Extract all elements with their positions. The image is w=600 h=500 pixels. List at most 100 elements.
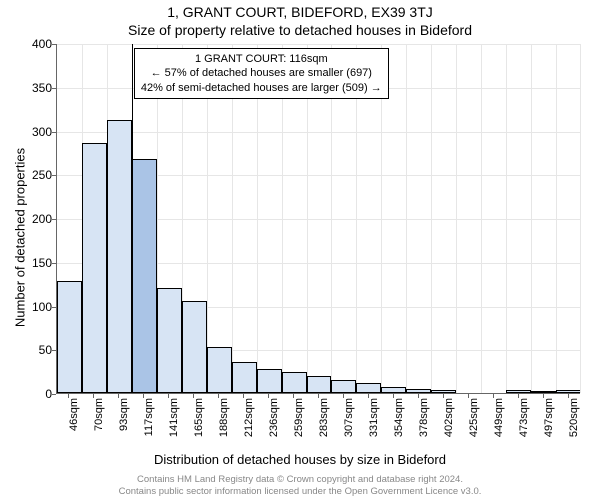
y-axis-label: Number of detached properties bbox=[13, 108, 28, 368]
x-tick-mark bbox=[543, 394, 544, 398]
x-tick-label: 165sqm bbox=[193, 398, 205, 448]
x-tick-mark bbox=[118, 394, 119, 398]
y-tick-mark bbox=[52, 350, 56, 351]
x-tick-label: 402sqm bbox=[443, 398, 455, 448]
x-tick-mark bbox=[243, 394, 244, 398]
x-tick-mark bbox=[193, 394, 194, 398]
histogram-bar bbox=[406, 389, 431, 393]
gridline-v bbox=[556, 44, 557, 393]
x-tick-label: 425sqm bbox=[468, 398, 480, 448]
y-tick-mark bbox=[52, 132, 56, 133]
x-tick-mark bbox=[518, 394, 519, 398]
x-tick-mark bbox=[93, 394, 94, 398]
x-tick-label: 212sqm bbox=[243, 398, 255, 448]
x-tick-mark bbox=[418, 394, 419, 398]
x-tick-mark bbox=[443, 394, 444, 398]
gridline-v bbox=[456, 44, 457, 393]
y-tick-mark bbox=[52, 219, 56, 220]
x-tick-label: 70sqm bbox=[93, 398, 105, 448]
x-tick-mark bbox=[343, 394, 344, 398]
annotation-line1: 1 GRANT COURT: 116sqm bbox=[141, 52, 382, 66]
x-axis-label: Distribution of detached houses by size … bbox=[0, 452, 600, 467]
x-tick-mark bbox=[368, 394, 369, 398]
x-tick-label: 473sqm bbox=[518, 398, 530, 448]
gridline-v bbox=[431, 44, 432, 393]
y-tick-label: 150 bbox=[12, 256, 52, 270]
histogram-bar bbox=[132, 159, 157, 394]
y-tick-label: 300 bbox=[12, 125, 52, 139]
x-tick-mark bbox=[218, 394, 219, 398]
x-tick-label: 141sqm bbox=[168, 398, 180, 448]
x-tick-label: 46sqm bbox=[68, 398, 80, 448]
x-tick-label: 117sqm bbox=[143, 398, 155, 448]
y-tick-label: 50 bbox=[12, 343, 52, 357]
x-tick-mark bbox=[493, 394, 494, 398]
x-tick-mark bbox=[68, 394, 69, 398]
histogram-bar bbox=[157, 288, 182, 393]
y-tick-mark bbox=[52, 394, 56, 395]
histogram-bar bbox=[82, 143, 107, 393]
footer-line1: Contains HM Land Registry data © Crown c… bbox=[0, 474, 600, 486]
y-tick-mark bbox=[52, 263, 56, 264]
gridline-h bbox=[57, 44, 580, 45]
histogram-bar bbox=[506, 390, 531, 394]
x-tick-label: 354sqm bbox=[393, 398, 405, 448]
x-tick-mark bbox=[393, 394, 394, 398]
chart-container: 1, GRANT COURT, BIDEFORD, EX39 3TJ Size … bbox=[0, 0, 600, 500]
y-tick-label: 350 bbox=[12, 81, 52, 95]
x-tick-label: 236sqm bbox=[268, 398, 280, 448]
x-tick-label: 93sqm bbox=[118, 398, 130, 448]
x-tick-label: 259sqm bbox=[293, 398, 305, 448]
histogram-bar bbox=[331, 380, 356, 393]
histogram-bar bbox=[232, 362, 257, 393]
property-annotation: 1 GRANT COURT: 116sqm← 57% of detached h… bbox=[134, 48, 389, 99]
x-tick-label: 378sqm bbox=[418, 398, 430, 448]
histogram-bar bbox=[257, 369, 282, 393]
histogram-bar bbox=[431, 390, 456, 393]
x-tick-mark bbox=[168, 394, 169, 398]
gridline-v bbox=[531, 44, 532, 393]
histogram-bar bbox=[182, 301, 207, 393]
x-tick-label: 520sqm bbox=[568, 398, 580, 448]
x-tick-label: 331sqm bbox=[368, 398, 380, 448]
annotation-line3: 42% of semi-detached houses are larger (… bbox=[141, 81, 382, 95]
histogram-bar bbox=[307, 376, 332, 393]
y-tick-label: 0 bbox=[12, 387, 52, 401]
x-tick-label: 449sqm bbox=[493, 398, 505, 448]
footer-attribution: Contains HM Land Registry data © Crown c… bbox=[0, 474, 600, 498]
y-tick-label: 400 bbox=[12, 37, 52, 51]
y-tick-label: 100 bbox=[12, 300, 52, 314]
x-tick-label: 497sqm bbox=[543, 398, 555, 448]
y-tick-label: 250 bbox=[12, 168, 52, 182]
histogram-bar bbox=[381, 387, 406, 393]
x-tick-mark bbox=[318, 394, 319, 398]
histogram-bar bbox=[556, 390, 581, 394]
x-tick-mark bbox=[468, 394, 469, 398]
x-tick-mark bbox=[268, 394, 269, 398]
annotation-line2: ← 57% of detached houses are smaller (69… bbox=[141, 66, 382, 80]
footer-line2: Contains public sector information licen… bbox=[0, 486, 600, 498]
gridline-v bbox=[580, 44, 581, 393]
gridline-v bbox=[506, 44, 507, 393]
y-tick-mark bbox=[52, 175, 56, 176]
histogram-bar bbox=[57, 281, 82, 393]
x-tick-label: 283sqm bbox=[318, 398, 330, 448]
chart-title-subtitle: Size of property relative to detached ho… bbox=[0, 22, 600, 38]
plot-area: 1 GRANT COURT: 116sqm← 57% of detached h… bbox=[56, 44, 580, 394]
y-tick-mark bbox=[52, 307, 56, 308]
x-tick-mark bbox=[568, 394, 569, 398]
y-tick-mark bbox=[52, 44, 56, 45]
histogram-bar bbox=[356, 383, 381, 394]
histogram-bar bbox=[207, 347, 232, 393]
histogram-bar bbox=[107, 120, 132, 393]
x-tick-mark bbox=[143, 394, 144, 398]
histogram-bar bbox=[531, 391, 556, 393]
histogram-bar bbox=[282, 372, 307, 393]
gridline-v bbox=[406, 44, 407, 393]
gridline-h bbox=[57, 132, 580, 133]
gridline-v bbox=[481, 44, 482, 393]
y-tick-label: 200 bbox=[12, 212, 52, 226]
x-tick-label: 307sqm bbox=[343, 398, 355, 448]
x-tick-mark bbox=[293, 394, 294, 398]
property-marker-line bbox=[132, 44, 133, 393]
